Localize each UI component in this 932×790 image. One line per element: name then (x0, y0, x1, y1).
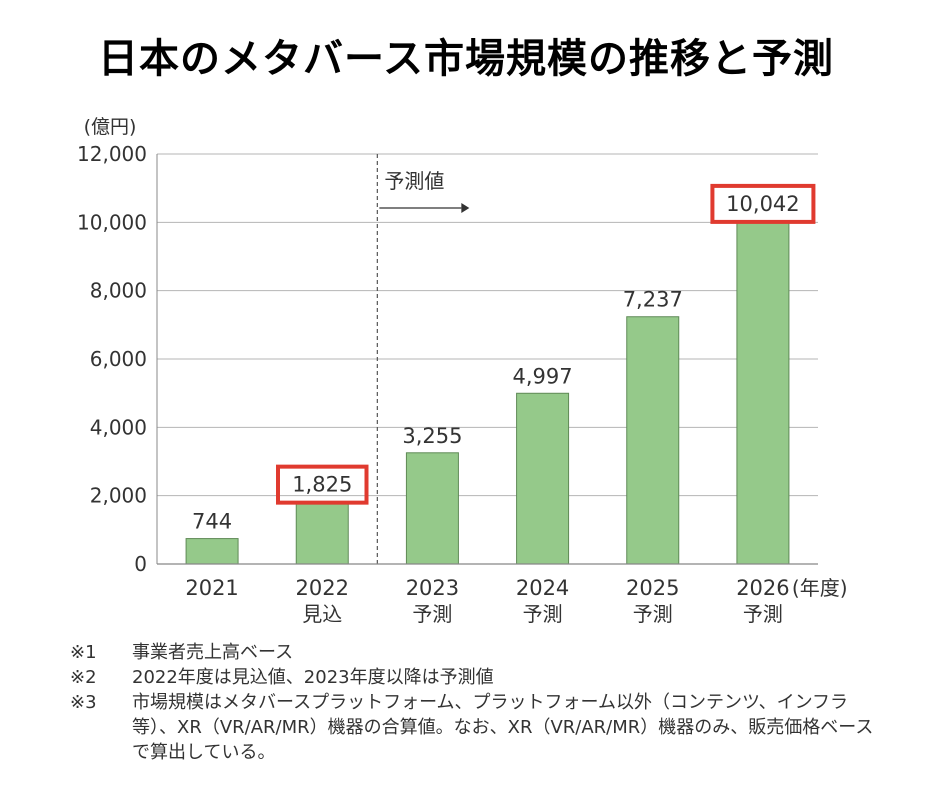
footnote-mark: ※1 (70, 642, 97, 663)
data-label: 10,042 (726, 192, 799, 216)
bar (516, 392, 570, 565)
x-tick-label: 2021 (185, 576, 238, 600)
y-tick-label: 10,000 (77, 210, 147, 234)
forecast-label: 予測値 (384, 169, 444, 193)
data-label: 4,997 (513, 364, 573, 388)
footnote-2: ※2 2022年度は見込値、2023年度以降は予測値 (70, 665, 890, 690)
x-tick-label: 2023 (406, 576, 459, 600)
data-label: 1,825 (292, 473, 352, 497)
x-tick-sublabel: 予測 (743, 602, 783, 626)
bar (185, 538, 239, 565)
y-tick-label: 2,000 (90, 484, 147, 508)
bar (736, 220, 790, 565)
x-tick-sublabel: 見込 (302, 602, 342, 626)
bar (626, 316, 680, 565)
highlight-box (710, 183, 816, 224)
footnote-mark: ※2 (70, 667, 97, 688)
forecast-arrowhead (461, 203, 470, 213)
chart-title: 日本のメタバース市場規模の推移と予測 (98, 36, 834, 82)
y-tick-label: 12,000 (77, 142, 147, 166)
bar (405, 452, 459, 565)
bar (295, 501, 349, 565)
x-tick-sublabel: 予測 (412, 602, 452, 626)
footnote-mark: ※3 (70, 692, 97, 713)
y-tick-label: 4,000 (90, 415, 147, 439)
x-tick-sublabel: 予測 (633, 602, 673, 626)
x-tick-label: 2022 (296, 576, 349, 600)
x-tick-label: 2025 (626, 576, 679, 600)
x-unit-label: (年度) (792, 576, 848, 600)
highlight-box (276, 464, 369, 505)
footnote-3: ※3 市場規模はメタバースプラットフォーム、プラットフォーム以外（コンテンツ、イ… (70, 690, 890, 765)
x-tick-label: 2026 (736, 576, 789, 600)
data-label: 7,237 (623, 288, 683, 312)
footnote-1: ※1 事業者売上高ベース (70, 640, 890, 665)
y-tick-label: 8,000 (90, 279, 147, 303)
bar-chart: 0 2,000 4,000 6,000 8,000 10,000 12,000 (億円) 予測値… (77, 116, 848, 626)
data-label: 3,255 (402, 424, 462, 448)
y-unit-label: (億円) (84, 116, 137, 138)
footnote-text: 2022年度は見込値、2023年度以降は予測値 (132, 667, 494, 688)
data-label: 744 (192, 510, 232, 534)
footnotes: ※1 事業者売上高ベース ※2 2022年度は見込値、2023年度以降は予測値 … (70, 640, 890, 765)
footnote-text: 事業者売上高ベース (132, 642, 294, 663)
y-tick-label: 0 (134, 552, 147, 576)
x-tick-label: 2024 (516, 576, 569, 600)
x-tick-sublabel: 予測 (523, 602, 563, 626)
y-tick-label: 6,000 (90, 347, 147, 371)
footnote-text: 市場規模はメタバースプラットフォーム、プラットフォーム以外（コンテンツ、インフラ… (132, 692, 874, 763)
